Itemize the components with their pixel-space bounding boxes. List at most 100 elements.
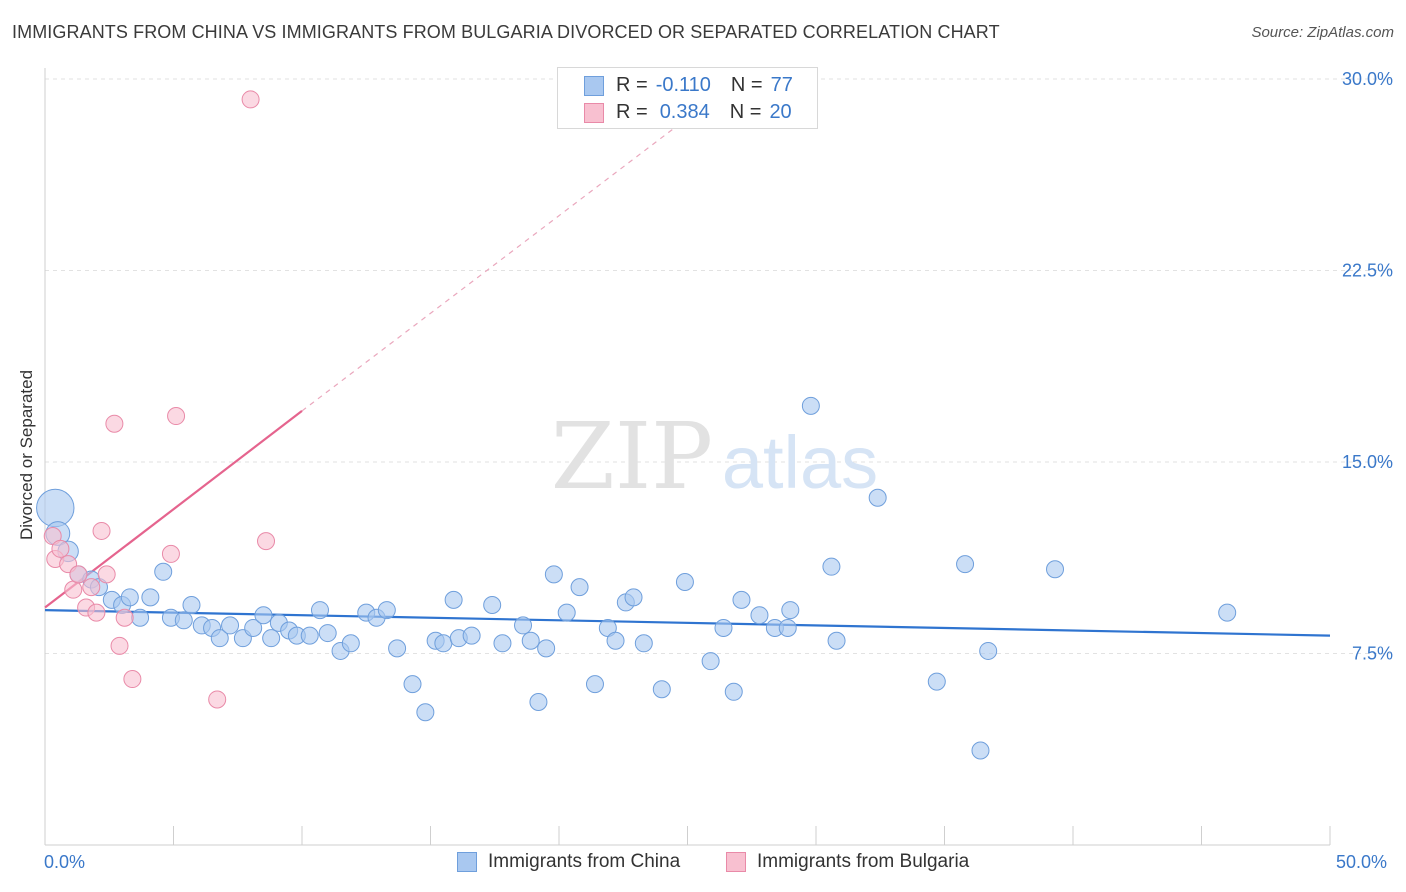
bulgaria-point (97, 565, 116, 584)
chart-title: IMMIGRANTS FROM CHINA VS IMMIGRANTS FROM… (12, 22, 1000, 42)
china-point (801, 396, 820, 415)
china-point (781, 601, 800, 620)
china-legend-icon (457, 852, 477, 872)
china-point (244, 618, 263, 637)
bulgaria-legend-label: Immigrants from Bulgaria (757, 851, 970, 872)
trend-lines (44, 78, 1331, 637)
china-point (483, 595, 502, 614)
x-axis-min-label: 0.0% (44, 852, 86, 872)
bulgaria-point (257, 532, 276, 551)
china-point (403, 675, 422, 694)
china-point (434, 634, 453, 653)
y-tick-label: 15.0% (1342, 452, 1393, 472)
bulgaria-legend-icon (726, 852, 746, 872)
bulgaria-point (110, 636, 129, 655)
china-point (606, 631, 625, 650)
bulgaria-point (167, 407, 186, 426)
china-point (956, 555, 975, 574)
bulgaria-r-value: 0.384 (659, 101, 710, 123)
bulgaria-point (241, 90, 260, 109)
china-point (416, 703, 435, 722)
bulgaria-point (64, 580, 83, 599)
china-point (141, 588, 160, 607)
correlation-legend: R = -0.110 N = 77 R = 0.384 N = 20 (557, 67, 818, 129)
china-point (493, 634, 512, 653)
china-point (544, 565, 563, 584)
china-point (927, 672, 946, 691)
bulgaria-r-label: R = (616, 101, 648, 123)
y-tick-label: 7.5% (1352, 644, 1393, 664)
china-point (585, 675, 604, 694)
data-points (36, 90, 1237, 760)
china-legend-label: Immigrants from China (488, 851, 681, 872)
china-point (462, 626, 481, 645)
legend-item-bulgaria: Immigrants from Bulgaria (726, 851, 969, 873)
china-point (1218, 603, 1237, 622)
bulgaria-point (87, 603, 106, 622)
bulgaria-point (115, 608, 134, 627)
x-axis-max-label: 50.0% (1336, 852, 1388, 872)
china-r-label: R = (616, 74, 648, 96)
bulgaria-point (161, 544, 180, 563)
china-point (624, 588, 643, 607)
china-point (131, 608, 150, 627)
china-point (529, 693, 548, 712)
bulgaria-point (92, 521, 111, 540)
china-point (310, 601, 329, 620)
china-point (120, 588, 139, 607)
china-point (36, 488, 75, 528)
china-point (971, 741, 990, 760)
china-r-value: -0.110 (655, 74, 711, 96)
china-point (652, 680, 671, 699)
china-point (221, 616, 240, 635)
bulgaria-swatch-icon (584, 103, 604, 123)
china-point (341, 634, 360, 653)
china-n-label: N = (730, 74, 763, 96)
china-point (979, 641, 998, 660)
legend-item-china: Immigrants from China (457, 851, 680, 873)
china-point (701, 652, 720, 671)
china-point (868, 488, 887, 507)
china-point (154, 562, 173, 581)
china-point (377, 601, 396, 620)
watermark-atlas: atlas (722, 421, 878, 504)
china-point (634, 634, 653, 653)
china-point (318, 624, 337, 643)
bulgaria-point (82, 578, 101, 597)
china-point (262, 629, 281, 648)
china-point (827, 631, 846, 650)
bulgaria-trend-extension (301, 78, 740, 412)
bulgaria-point (123, 670, 142, 689)
china-point (174, 611, 193, 630)
axes (44, 68, 1331, 846)
bulgaria-point (51, 539, 70, 558)
watermark: ZIP atlas (551, 403, 878, 510)
china-point (300, 626, 319, 645)
bulgaria-point (105, 414, 124, 433)
china-point (537, 639, 556, 658)
china-swatch-icon (584, 76, 604, 96)
source-label: Source: ZipAtlas.com (1251, 24, 1394, 41)
china-point (210, 629, 229, 648)
china-point (521, 631, 540, 650)
bulgaria-n-value: 20 (769, 101, 792, 123)
grid-lines (45, 78, 1392, 654)
china-point (724, 682, 743, 701)
china-point (388, 639, 407, 658)
y-tick-labels: 7.5% 15.0% 22.5% 30.0% (1342, 69, 1393, 664)
bulgaria-point (69, 565, 88, 584)
china-point (514, 616, 533, 635)
y-tick-label: 30.0% (1342, 69, 1393, 89)
china-point (732, 590, 751, 609)
china-point (1046, 560, 1065, 579)
china-point (254, 606, 273, 625)
china-n-value: 77 (770, 74, 793, 96)
china-point (570, 578, 589, 597)
bulgaria-n-label: N = (729, 101, 762, 123)
china-point (714, 618, 733, 637)
china-point (750, 606, 769, 625)
china-point (675, 573, 694, 592)
china-point (557, 603, 576, 622)
china-point (822, 557, 841, 576)
bulgaria-point (208, 690, 227, 709)
